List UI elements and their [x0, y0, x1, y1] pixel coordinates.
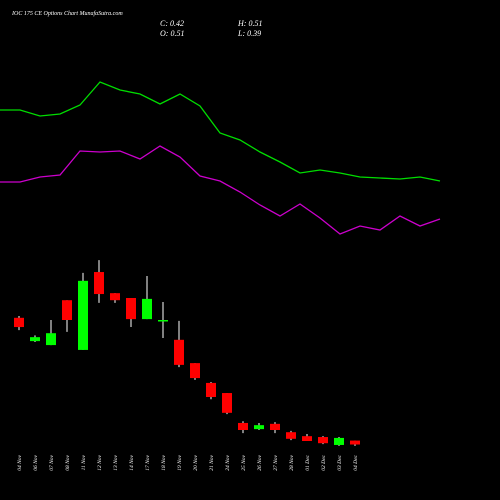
candle-body: [350, 440, 360, 445]
x-tick-label: 24 Nov: [224, 454, 231, 470]
chart-title: IOC 175 CE Options Chart MunafaSutra.com: [11, 10, 123, 17]
x-tick-label: 03 Dec: [337, 454, 343, 470]
candle-body: [110, 293, 120, 301]
x-tick-label: 07 Nov: [49, 454, 55, 470]
x-tick-label: 02 Dec: [321, 454, 327, 470]
candle-body: [254, 425, 264, 430]
candle-body: [30, 337, 40, 342]
x-tick-label: 06 Nov: [33, 454, 39, 470]
x-tick-label: 20 Nov: [193, 454, 199, 470]
x-tick-label: 17 Nov: [145, 454, 151, 470]
x-tick-label: 01 Dec: [305, 454, 311, 470]
candle-body: [126, 298, 136, 320]
candle-body: [302, 436, 312, 441]
ohlc-label: C: 0.42: [160, 19, 184, 28]
candle-body: [62, 300, 72, 320]
candle-body: [46, 333, 56, 346]
ohlc-label: H: 0.51: [237, 19, 262, 28]
candle-body: [318, 437, 328, 444]
x-tick-label: 14 Nov: [128, 454, 135, 470]
indicator-line: [0, 81, 441, 182]
candle-body: [222, 393, 232, 413]
x-tick-label: 12 Nov: [97, 454, 103, 470]
candle-body: [238, 422, 248, 430]
x-tick-label: 25 Nov: [241, 454, 247, 470]
ohlc-label: L: 0.39: [237, 29, 261, 38]
x-tick-label: 13 Nov: [113, 454, 119, 470]
candle-body: [270, 423, 280, 430]
x-tick-label: 04 Dec: [352, 454, 359, 470]
candle-body: [94, 272, 104, 295]
candle-body: [174, 339, 184, 365]
x-tick-label: 08 Nov: [65, 454, 71, 470]
candle-body: [14, 317, 24, 328]
x-tick-label: 27 Nov: [273, 454, 279, 470]
x-tick-label: 26 Nov: [257, 454, 263, 470]
candle-body: [334, 437, 344, 445]
x-tick-label: 11 Nov: [81, 454, 87, 470]
x-tick-label: 28 Nov: [289, 454, 295, 470]
ohlc-label: O: 0.51: [160, 29, 184, 38]
x-tick-label: 21 Nov: [209, 454, 215, 470]
candle-body: [158, 320, 168, 322]
candle-body: [142, 298, 152, 320]
candle-body: [190, 363, 200, 379]
x-tick-label: 19 Nov: [177, 454, 183, 470]
candle-body: [206, 382, 216, 397]
x-tick-label: 18 Nov: [161, 454, 167, 470]
candle-body: [286, 432, 296, 439]
x-tick-label: 04 Nov: [16, 454, 23, 470]
candle-body: [78, 280, 88, 350]
indicator-line: [0, 145, 441, 235]
